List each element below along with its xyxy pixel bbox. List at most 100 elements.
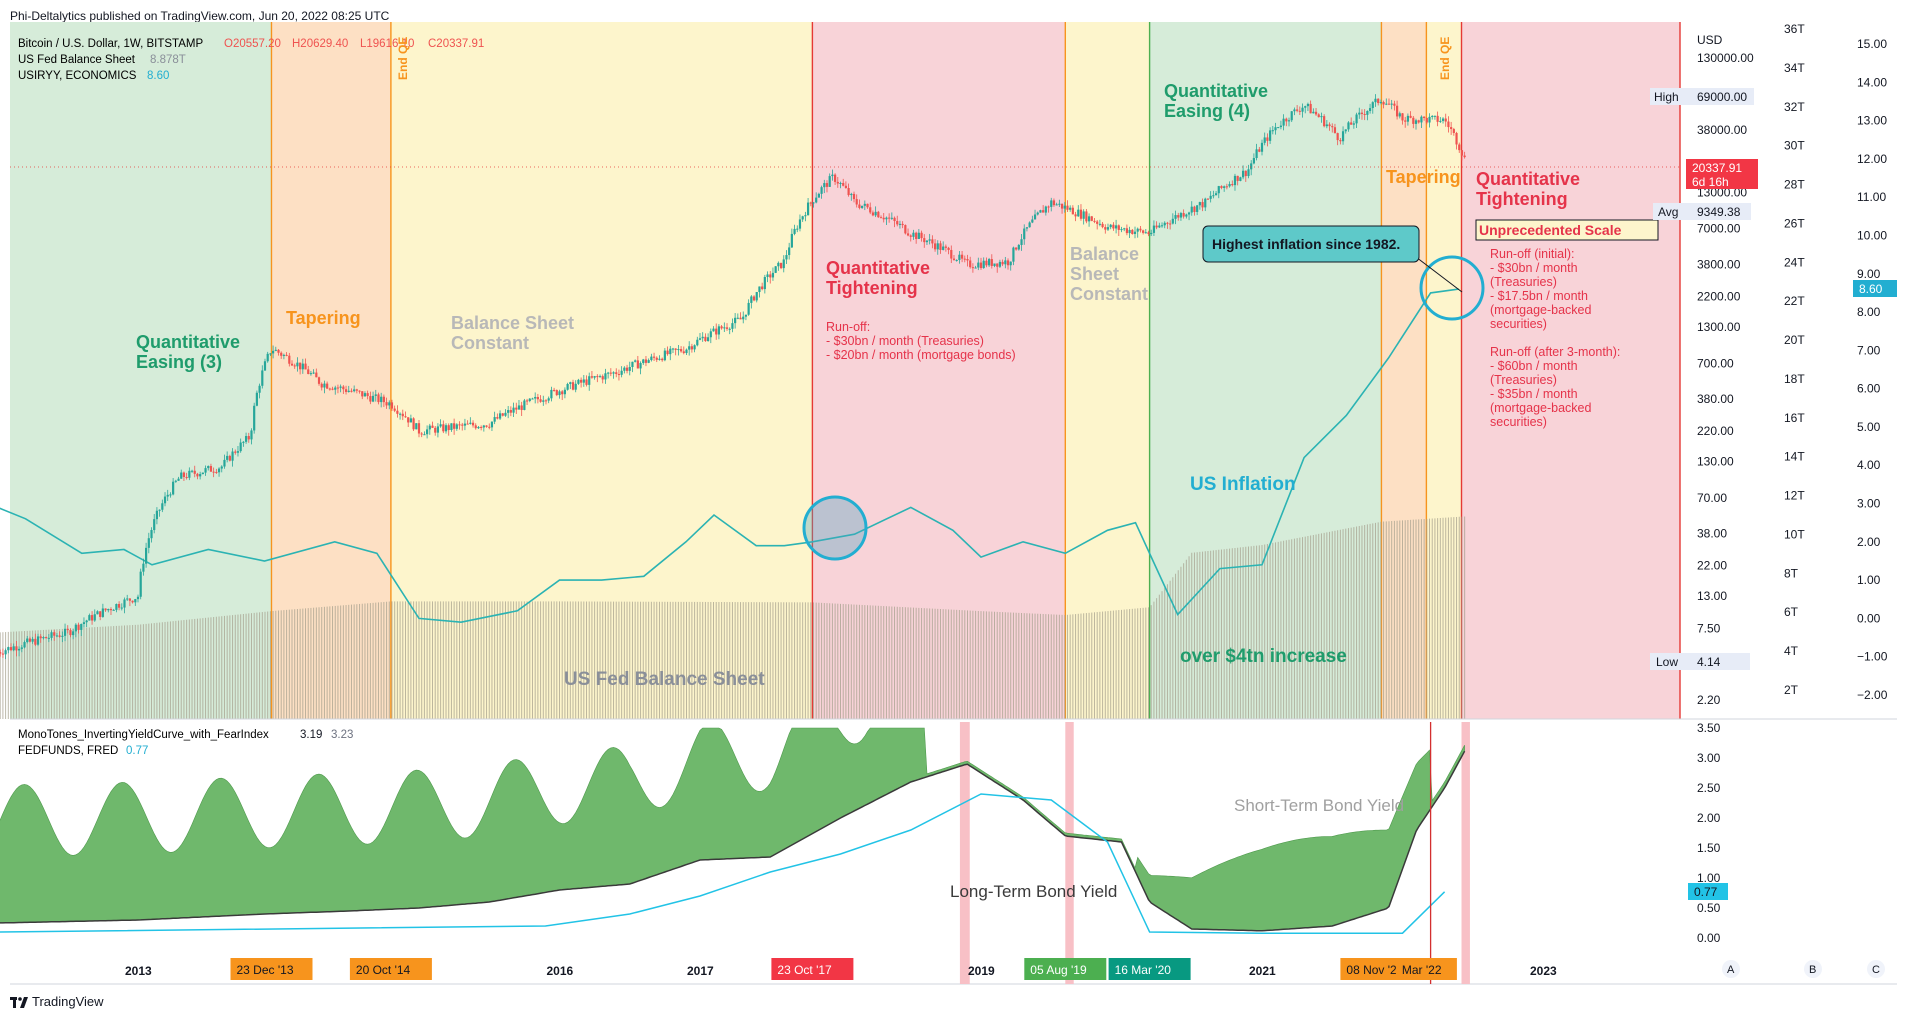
publisher-line: Phi-Deltalytics published on TradingView… xyxy=(10,9,390,23)
tradingview-brand[interactable]: TradingView xyxy=(10,994,104,1009)
btc-candle-body xyxy=(123,599,126,608)
btc-candle-body xyxy=(1144,232,1147,234)
btc-candle-body xyxy=(1385,103,1388,105)
annotations: Quantitative Easing (3) Tapering End QE B… xyxy=(136,37,1659,901)
btc-candle-body xyxy=(1163,222,1166,226)
btc-candle-body xyxy=(7,647,10,651)
btc-candle-body xyxy=(906,233,910,236)
btc-candle-body xyxy=(777,262,780,267)
inflation-current-value: 8.60 xyxy=(1859,282,1883,296)
btc-candle-body xyxy=(1255,149,1258,159)
btc-candle-body xyxy=(501,413,504,416)
btc-candle-body xyxy=(366,393,369,397)
btc-candle-body xyxy=(612,372,615,374)
btc-candle-body xyxy=(444,425,448,432)
inflation-tick: 1.00 xyxy=(1857,573,1881,587)
btc-candle-body xyxy=(539,399,542,402)
btc-candle-body xyxy=(263,361,267,371)
btc-candle-body xyxy=(642,359,645,364)
btc-candle-body xyxy=(593,376,596,378)
inflation-tick: 4.00 xyxy=(1857,458,1881,472)
btc-candle-body xyxy=(874,211,877,216)
avg-value: 9349.38 xyxy=(1697,205,1741,219)
btc-candle-body xyxy=(447,425,450,431)
btc-candle-body xyxy=(1323,116,1326,127)
btc-candle-body xyxy=(1104,227,1107,230)
scale-button-B[interactable] xyxy=(1804,960,1822,978)
legend-btc-close: C20337.91 xyxy=(428,38,484,50)
btc-candle-body xyxy=(925,240,929,243)
btc-candle-body xyxy=(1425,117,1428,123)
btc-candle-body xyxy=(1277,127,1280,129)
zone-6 xyxy=(1381,22,1427,719)
btc-candle-body xyxy=(596,376,599,378)
btc-candle-body xyxy=(58,635,61,637)
btc-candle-body xyxy=(42,637,45,639)
tradingview-logo-icon xyxy=(10,996,28,1008)
btc-candle-body xyxy=(1042,210,1045,213)
inflation-tick: 11.00 xyxy=(1857,190,1886,204)
legend-fed-value: 0.77 xyxy=(126,745,148,757)
btc-candle-body xyxy=(407,417,410,423)
ann-over-4tn: over $4tn increase xyxy=(1180,646,1347,667)
btc-candle-body xyxy=(528,398,531,401)
ann-long-term: Long-Term Bond Yield xyxy=(950,882,1117,901)
btc-candle-body xyxy=(1050,200,1053,207)
btc-candle-body xyxy=(280,352,283,356)
time-marker-badge xyxy=(230,958,313,980)
btc-candle-body xyxy=(15,646,18,651)
btc-candle-body xyxy=(1444,118,1447,122)
btc-candle-body xyxy=(896,221,899,225)
scale-button-C[interactable] xyxy=(1867,960,1885,978)
price-tick: 70.00 xyxy=(1697,491,1727,505)
btc-candle-body xyxy=(1441,118,1445,121)
zone-2 xyxy=(390,22,813,719)
btc-candle-body xyxy=(709,331,712,338)
btc-candle-body xyxy=(752,296,756,301)
btc-candle-body xyxy=(1309,103,1312,114)
btc-candle-body xyxy=(1290,111,1293,121)
balance-sheet-tick: 8T xyxy=(1784,566,1799,580)
btc-candle-body xyxy=(1079,209,1083,219)
btc-candle-body xyxy=(1179,213,1183,218)
btc-candle-body xyxy=(234,451,237,453)
btc-candle-body xyxy=(131,600,134,603)
btc-candle-body xyxy=(915,232,918,239)
btc-candle-body xyxy=(1206,198,1210,200)
yield-panel xyxy=(0,722,1470,984)
btc-candle-body xyxy=(809,202,812,204)
btc-candle-body xyxy=(150,530,153,539)
btc-candle-body xyxy=(482,425,485,428)
high-badge xyxy=(1650,88,1754,105)
btc-candle-body xyxy=(417,423,421,434)
price-tick: 130000.00 xyxy=(1697,51,1754,65)
scale-button-A[interactable] xyxy=(1722,960,1740,978)
btc-candle-body xyxy=(617,374,621,376)
btc-candle-body xyxy=(958,254,961,260)
btc-candle-body xyxy=(255,392,258,406)
btc-candle-body xyxy=(652,356,656,358)
btc-candle-body xyxy=(426,429,429,435)
btc-candle-body xyxy=(731,323,734,329)
btc-candle-body xyxy=(1006,260,1010,266)
year-tick: 2016 xyxy=(547,964,574,978)
ann-qt2-l2: Tightening xyxy=(1476,189,1568,209)
btc-candle-body xyxy=(142,563,145,572)
balance-sheet-tick: 18T xyxy=(1784,372,1805,386)
inflation-tick: −1.00 xyxy=(1857,650,1888,664)
btc-candle-body xyxy=(1069,207,1072,210)
inflation-tick: 3.00 xyxy=(1857,497,1881,511)
balance-sheet-tick: 36T xyxy=(1784,22,1805,36)
btc-candle-body xyxy=(199,474,202,477)
btc-candle-body xyxy=(1339,140,1342,142)
btc-candle-body xyxy=(725,327,729,329)
btc-candle-body xyxy=(742,316,745,320)
btc-candle-body xyxy=(36,636,40,645)
yield-tick: 1.50 xyxy=(1697,841,1721,855)
btc-candle-body xyxy=(555,390,558,396)
btc-candle-body xyxy=(428,425,431,430)
btc-candle-body xyxy=(920,232,923,239)
inflation-tick: 7.00 xyxy=(1857,343,1881,357)
btc-candle-body xyxy=(912,232,915,237)
ann-bsc2-l3: Constant xyxy=(1070,284,1148,304)
